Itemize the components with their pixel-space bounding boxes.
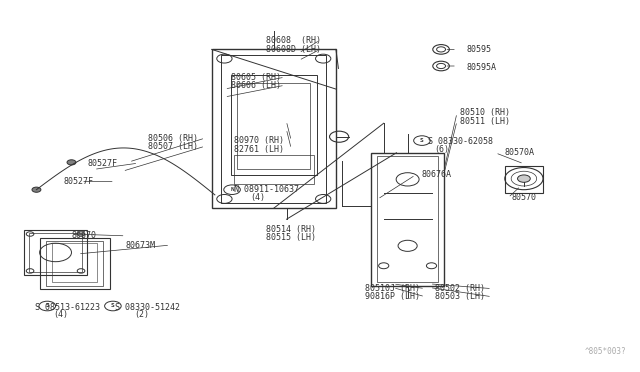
Bar bbox=[29, 233, 83, 272]
Bar bbox=[378, 157, 438, 282]
Bar bbox=[231, 75, 317, 175]
Text: 80606 (LH): 80606 (LH) bbox=[231, 81, 281, 90]
Text: 80511 (LH): 80511 (LH) bbox=[460, 116, 510, 125]
Text: 80676A: 80676A bbox=[422, 170, 452, 179]
Text: 80608  (RH): 80608 (RH) bbox=[266, 36, 321, 45]
Circle shape bbox=[67, 160, 76, 165]
Text: 80673M: 80673M bbox=[125, 241, 156, 250]
Text: 80510 (RH): 80510 (RH) bbox=[460, 108, 510, 118]
Text: 80570: 80570 bbox=[511, 193, 536, 202]
Text: N 08911-10637: N 08911-10637 bbox=[234, 185, 299, 194]
Bar bbox=[234, 155, 314, 185]
Bar bbox=[212, 49, 336, 208]
Text: 80507 (LH): 80507 (LH) bbox=[148, 142, 198, 151]
Bar bbox=[505, 166, 543, 193]
Text: 80527F: 80527F bbox=[88, 158, 117, 168]
Text: (4): (4) bbox=[54, 310, 68, 319]
Text: 80502 (RH): 80502 (RH) bbox=[435, 284, 484, 293]
Text: 80608D (LH): 80608D (LH) bbox=[266, 45, 321, 54]
Text: (4): (4) bbox=[250, 193, 265, 202]
Bar bbox=[40, 238, 109, 289]
Text: 80503 (LH): 80503 (LH) bbox=[435, 292, 484, 301]
Bar bbox=[46, 241, 103, 286]
Text: 80527F: 80527F bbox=[63, 177, 93, 186]
Text: (6): (6) bbox=[435, 145, 450, 154]
Text: 80515 (LH): 80515 (LH) bbox=[266, 233, 316, 242]
Text: 80506 (RH): 80506 (RH) bbox=[148, 134, 198, 142]
Text: 80605 (RH): 80605 (RH) bbox=[231, 73, 281, 81]
Text: 90816P (LH): 90816P (LH) bbox=[365, 292, 420, 301]
Circle shape bbox=[518, 175, 531, 182]
Text: 80570A: 80570A bbox=[505, 148, 535, 157]
Text: 82761 (LH): 82761 (LH) bbox=[234, 145, 284, 154]
Text: S 08330-62058: S 08330-62058 bbox=[428, 137, 493, 146]
Text: 80595: 80595 bbox=[467, 45, 492, 54]
Bar bbox=[371, 153, 444, 286]
Text: 80595A: 80595A bbox=[467, 63, 497, 72]
Text: S: S bbox=[45, 304, 49, 308]
Text: N: N bbox=[230, 187, 234, 192]
Text: S 08513-61223: S 08513-61223 bbox=[35, 302, 100, 312]
Text: 80970 (RH): 80970 (RH) bbox=[234, 137, 284, 145]
Text: S: S bbox=[420, 138, 424, 143]
Bar bbox=[52, 243, 97, 282]
Text: S: S bbox=[111, 304, 115, 308]
Circle shape bbox=[32, 187, 41, 192]
Text: 80670: 80670 bbox=[72, 231, 97, 240]
Bar bbox=[237, 83, 310, 169]
Bar bbox=[24, 230, 88, 275]
Bar bbox=[221, 55, 326, 203]
Text: 80514 (RH): 80514 (RH) bbox=[266, 225, 316, 234]
Text: S 08330-51242: S 08330-51242 bbox=[115, 302, 180, 312]
Text: ^805*003?: ^805*003? bbox=[584, 347, 626, 356]
Text: (2): (2) bbox=[134, 310, 149, 319]
Text: 80510J (RH): 80510J (RH) bbox=[365, 284, 420, 293]
